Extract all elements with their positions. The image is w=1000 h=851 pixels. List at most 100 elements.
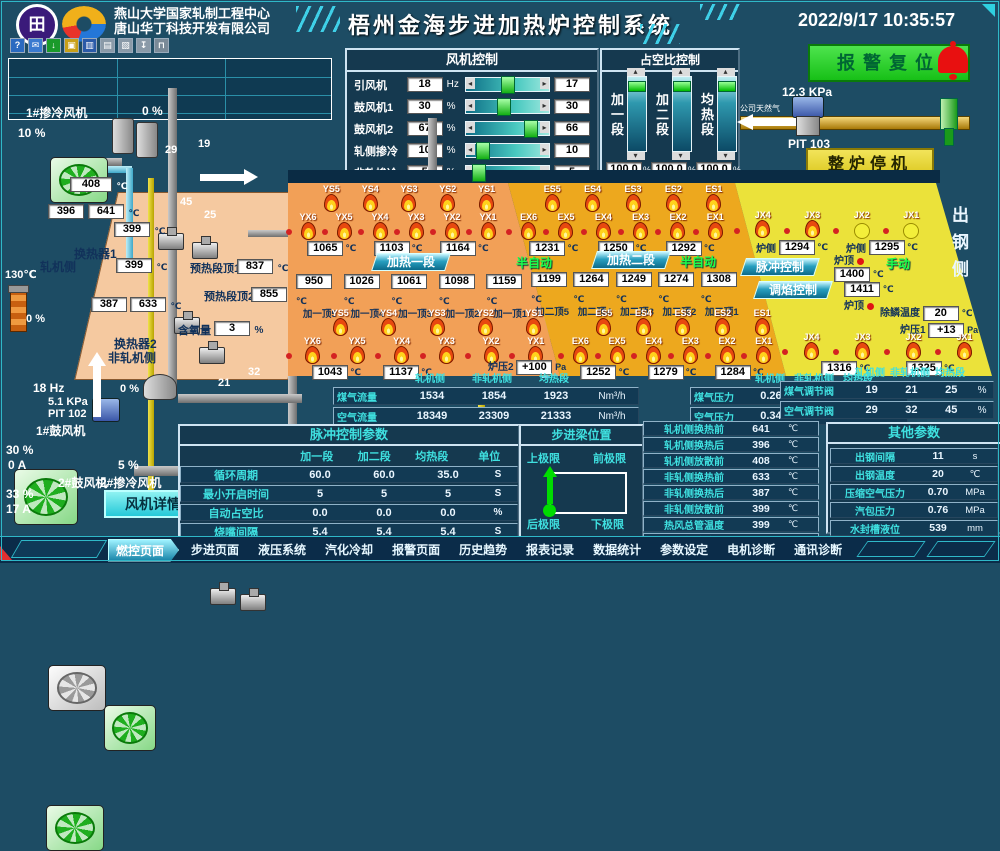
nav-tab[interactable]: 数据统计	[593, 542, 642, 557]
burner: YX3	[394, 212, 434, 240]
fan-slider[interactable]	[464, 120, 550, 138]
fan-slider-thumb[interactable]	[475, 142, 490, 160]
window-icon[interactable]: ▧	[118, 38, 133, 53]
roof-temp: 1098 ℃ 加一顶2	[438, 274, 480, 320]
chart-icon[interactable]: ▥	[82, 38, 97, 53]
row-label: 出钢温度	[855, 470, 895, 482]
top-row-zone2: ES5 ES4 ES3 ES2 ES1 EX6 EX5 EX4 EX3	[505, 184, 734, 256]
burner-flame-icon	[682, 346, 698, 364]
blower2-icon[interactable]	[46, 805, 104, 851]
mixing-fan1-label: 1#掺冷风机	[26, 106, 88, 120]
fan-setpoint-box[interactable]: 30	[554, 99, 590, 114]
burner-label: ES3	[624, 184, 642, 194]
nav-tab[interactable]: 液压系统	[258, 542, 307, 557]
valve-25-value: 25	[204, 209, 217, 221]
pulse-control-button[interactable]: 脉冲控制	[740, 258, 820, 276]
burner-icon	[804, 220, 820, 238]
burner-flame-icon	[304, 346, 320, 364]
mail-icon[interactable]: ✉	[28, 38, 43, 53]
fan-slider-thumb[interactable]	[523, 120, 538, 138]
mixing-fan2-icon[interactable]	[104, 705, 156, 751]
burner-icon	[903, 223, 920, 239]
roof-temp: 1061 ℃ 加一顶3	[391, 274, 432, 320]
fan-slider-thumb[interactable]	[500, 76, 515, 94]
zone2-roof-temps: 1199 ℃ 加二顶5 1264 ℃ 加二顶4 1249 ℃ 加二顶3 1274…	[531, 271, 743, 318]
fan-value-box[interactable]: 10	[406, 143, 443, 158]
fan-setpoint-box[interactable]: 17	[554, 77, 590, 92]
nav-tab[interactable]: 燃控页面	[108, 538, 180, 562]
pipe	[178, 394, 302, 403]
burner-flame-icon	[483, 346, 499, 364]
burner-flame-icon	[372, 222, 388, 240]
heat-exchanger1-side: 轧机侧	[40, 260, 77, 274]
blower1-label: 1#鼓风机	[36, 424, 86, 438]
fan-setpoint-box[interactable]: 66	[554, 121, 590, 136]
table-row: 自动占空比 0.0 0.0 0.0 %	[180, 504, 518, 521]
fan-slider[interactable]	[464, 98, 550, 116]
fan-value-box[interactable]: 30	[406, 99, 443, 114]
valve-21-icon[interactable]	[210, 582, 236, 605]
nav-tab[interactable]: 通讯诊断	[794, 542, 843, 557]
burner: ES1	[742, 308, 782, 336]
help-icon[interactable]: ?	[10, 38, 25, 53]
nav-decor-left	[10, 540, 108, 558]
nav-tab[interactable]: 历史趋势	[459, 542, 508, 557]
folder-icon[interactable]: ▣	[64, 38, 79, 53]
nav-tab[interactable]: 汽化冷却	[325, 542, 374, 557]
pressure-value: +13	[928, 322, 965, 338]
temp-label: 加一顶4	[350, 309, 385, 320]
fan-slider-thumb[interactable]	[497, 98, 512, 116]
flame-control-button[interactable]: 调焰控制	[753, 281, 833, 299]
valve-29-icon[interactable]	[158, 227, 184, 250]
valve-45-value: 45	[180, 196, 193, 208]
burner-label: ES5	[595, 308, 613, 318]
burner: ES3	[613, 184, 653, 212]
burner-flame-icon	[394, 346, 410, 364]
fan-setpoint-box[interactable]: 10	[554, 143, 590, 158]
fan-slider[interactable]	[464, 142, 550, 160]
nav-tab[interactable]: 报警页面	[392, 542, 441, 557]
duty-zone-label: 加一段	[610, 91, 624, 137]
duty-slider-thumb[interactable]	[627, 81, 646, 92]
table-row: 煤气调节阀 19 21 25 %	[780, 381, 994, 399]
lock-icon[interactable]: ⊓	[154, 38, 169, 53]
nav-tab[interactable]: 报表记录	[526, 542, 575, 557]
blower1-icon[interactable]	[48, 665, 106, 711]
alarm-bell-icon[interactable]	[938, 41, 968, 80]
burner: JX4	[782, 332, 837, 360]
status-dot	[866, 302, 874, 310]
fan-slider-thumb[interactable]	[472, 164, 487, 182]
duty-slider[interactable]	[626, 68, 647, 160]
gas-valve-actuator-icon[interactable]	[940, 98, 958, 130]
id-fan-icon[interactable]	[14, 469, 78, 525]
temp-reading: 1164 ℃	[439, 241, 489, 256]
nav-tab[interactable]: 步进页面	[191, 542, 240, 557]
burner-label: YX3	[437, 336, 455, 346]
valve-32-icon[interactable]	[240, 588, 266, 611]
fan-value-box[interactable]: 67	[406, 121, 443, 136]
duty-slider[interactable]	[716, 68, 737, 160]
burner: ES4	[572, 184, 612, 212]
download-icon[interactable]: ↓	[46, 38, 61, 53]
valve-rows: 煤气调节阀 19 21 25 % 空气调节阀 29 32 45 %	[780, 381, 994, 419]
column-header: 轧机侧	[755, 374, 785, 385]
duty-slider[interactable]	[671, 68, 692, 160]
temp-value: 1249	[615, 272, 652, 288]
jx-burners: JX4 JX3 JX2 JX1	[734, 210, 936, 239]
burner-label: YS1	[478, 184, 496, 194]
fan-slider[interactable]	[464, 76, 550, 94]
nav-tab[interactable]: 电机诊断	[727, 542, 776, 557]
export-icon[interactable]: ↧	[136, 38, 151, 53]
duty-slider-thumb[interactable]	[672, 81, 691, 92]
blower2-label: 2#鼓风机	[58, 476, 108, 490]
mixing-fan2-percent: 5 %	[118, 458, 139, 472]
valve-25-icon[interactable]	[199, 341, 225, 364]
nav-tab[interactable]: 参数设定	[660, 542, 709, 557]
temp-label: 加一顶3	[398, 309, 432, 320]
report-icon[interactable]: ▤	[100, 38, 115, 53]
valve-19-icon[interactable]	[192, 236, 218, 259]
fan-value-box[interactable]: 18	[406, 77, 443, 92]
valve-45-icon[interactable]	[174, 311, 200, 334]
row-label: 热风总管温度	[664, 521, 724, 532]
duty-slider-thumb[interactable]	[717, 81, 736, 92]
